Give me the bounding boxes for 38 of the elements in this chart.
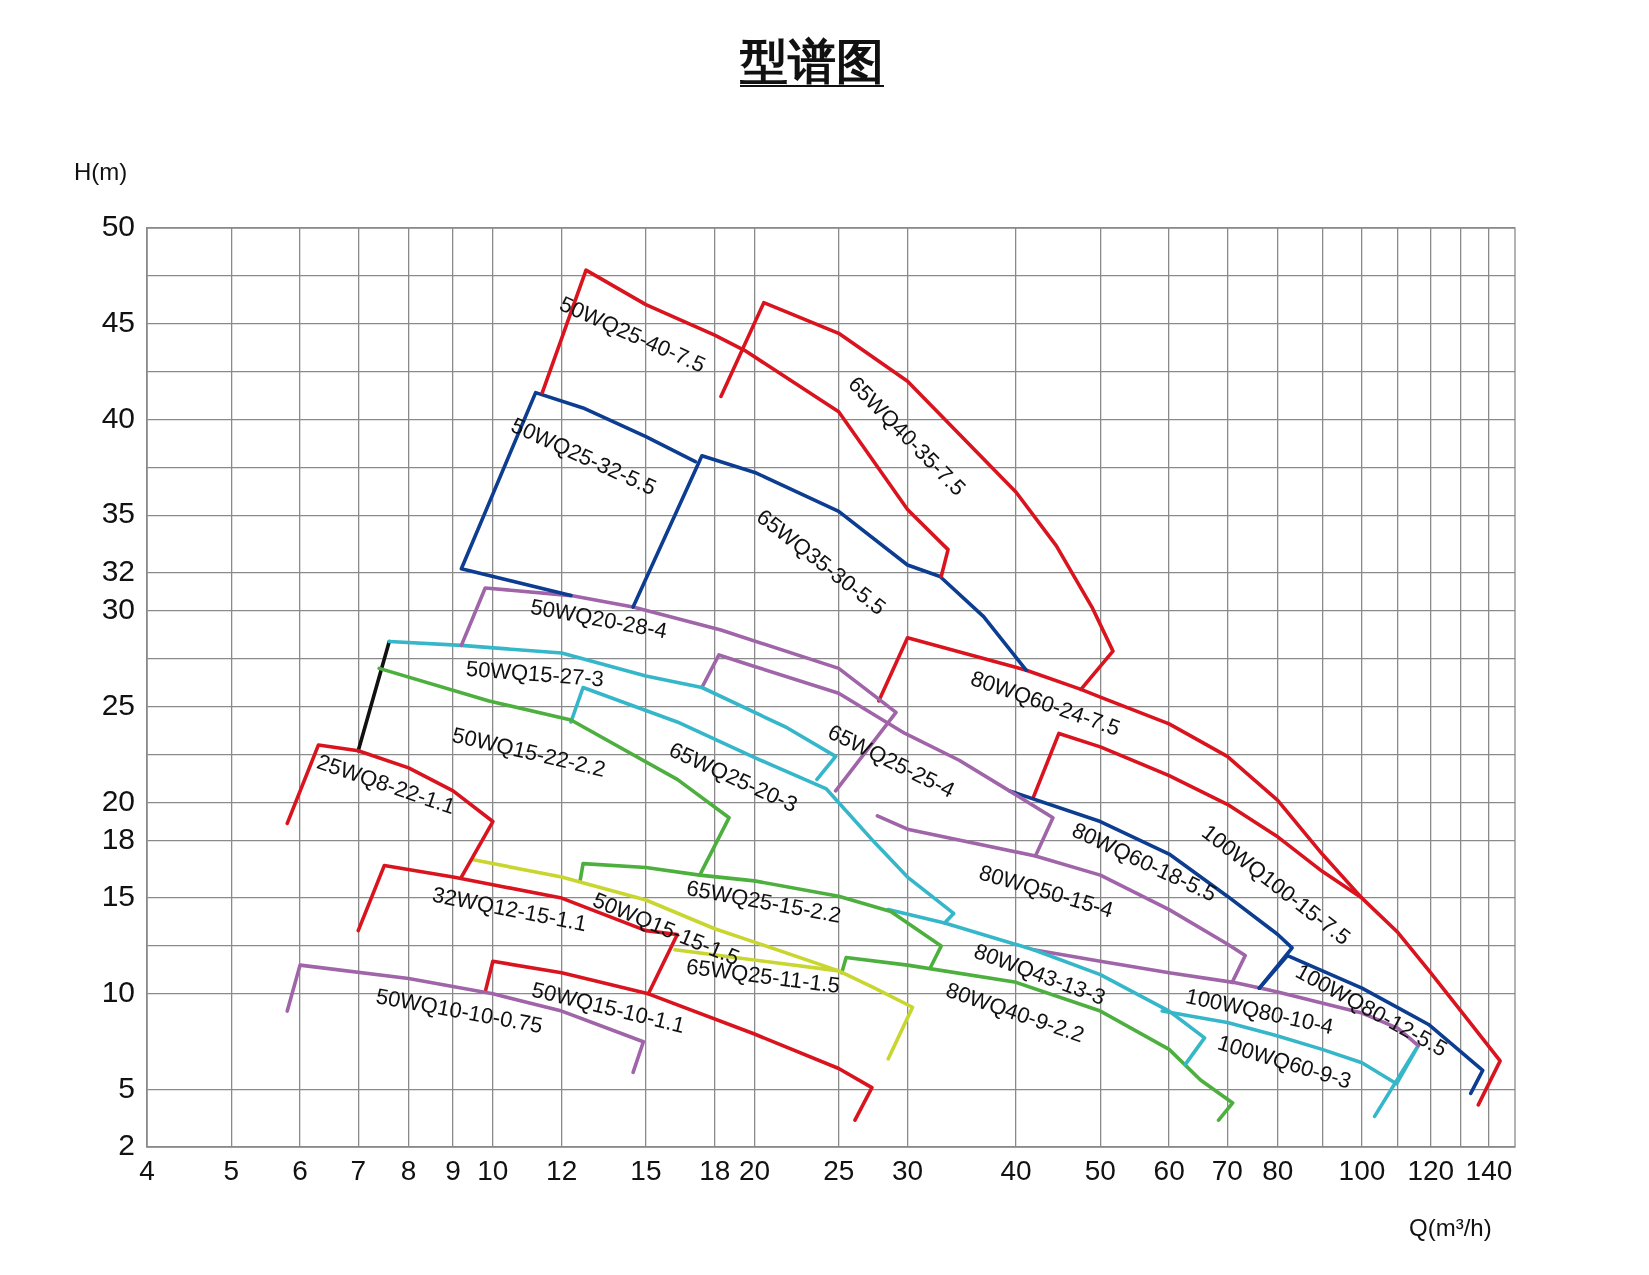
x-tick-label: 12: [546, 1154, 578, 1186]
y-tick-label: 30: [101, 592, 135, 626]
x-tick-label: 140: [1465, 1154, 1513, 1186]
chart-title: 型谱图: [740, 34, 884, 90]
y-tick-label: 50: [101, 209, 135, 243]
x-tick-label: 7: [350, 1154, 367, 1186]
x-tick-label: 100: [1338, 1154, 1386, 1186]
x-tick-label: 15: [630, 1154, 662, 1186]
x-tick-label: 6: [292, 1154, 308, 1186]
x-tick-label: 70: [1211, 1154, 1243, 1186]
y-tick-label: 32: [101, 553, 135, 587]
x-tick-label: 60: [1153, 1154, 1185, 1186]
x-tick-label: 40: [1000, 1154, 1032, 1186]
y-tick-label: 20: [101, 783, 135, 817]
y-tick-label: 45: [101, 304, 135, 338]
x-axis-title: Q(m³/h): [1409, 1214, 1492, 1242]
y-tick-label: 35: [101, 496, 135, 530]
y-tick-label: 2: [118, 1128, 135, 1162]
x-tick-label: 18: [699, 1154, 731, 1186]
y-tick-label: 10: [101, 975, 135, 1009]
x-tick-label: 4: [139, 1154, 155, 1186]
y-tick-label: 18: [101, 821, 135, 855]
x-tick-label: 5: [223, 1154, 240, 1186]
y-tick-label: 40: [101, 400, 135, 434]
x-tick-label: 50: [1084, 1154, 1116, 1186]
x-tick-label: 120: [1407, 1154, 1455, 1186]
y-axis-title: H(m): [74, 158, 128, 186]
x-tick-label: 8: [400, 1154, 417, 1186]
series-label: 50WQ15-27-3: [465, 655, 605, 692]
x-tick-label: 20: [738, 1154, 771, 1186]
y-tick-label: 5: [118, 1070, 135, 1104]
x-tick-label: 10: [477, 1154, 509, 1186]
x-tick-label: 30: [891, 1154, 924, 1186]
y-tick-label: 25: [101, 687, 135, 721]
x-tick-label: 80: [1262, 1154, 1294, 1186]
y-tick-label: 15: [101, 879, 135, 913]
x-tick-label: 9: [445, 1154, 461, 1186]
x-tick-label: 25: [823, 1154, 855, 1186]
